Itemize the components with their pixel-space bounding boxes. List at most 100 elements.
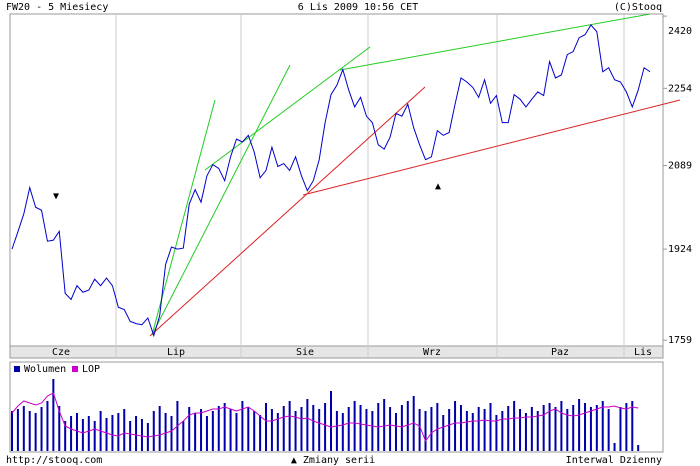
volume-bar (400, 405, 403, 451)
volume-bar (465, 411, 468, 451)
volume-bar (111, 415, 114, 451)
volume-bar (330, 391, 332, 451)
volume-bar (93, 421, 96, 451)
volume-bar (335, 411, 338, 451)
x-tick-label: Paz (551, 347, 569, 358)
volume-bar (625, 403, 628, 451)
volume-bar (164, 413, 167, 451)
legend-swatch (14, 366, 20, 372)
volume-bar (578, 399, 581, 451)
volume-bar (16, 409, 19, 451)
volume-bar (341, 413, 344, 451)
volume-bar (265, 403, 268, 451)
footer-url: http://stooq.com (6, 455, 102, 466)
volume-bar (40, 407, 43, 451)
volume-bar (135, 416, 138, 451)
legend-swatch (72, 366, 78, 372)
chart-title: FW20 - 5 Miesiecy (6, 2, 108, 13)
volume-bar (270, 409, 273, 451)
legend-label: LOP (82, 364, 100, 375)
month-separators (115, 14, 625, 358)
volume-bar (22, 406, 25, 451)
volume-bar (394, 413, 397, 451)
volume-bar (306, 399, 309, 451)
volume-bar (229, 409, 232, 451)
volume-bar (536, 411, 539, 451)
volume-bar (359, 405, 362, 451)
volume-bar (560, 401, 563, 451)
volume-bar (81, 419, 84, 451)
volume-bar (495, 415, 498, 451)
volume-bar (424, 411, 427, 451)
volume-bar (87, 416, 90, 451)
volume-bar (58, 406, 61, 451)
volume-bar (601, 401, 604, 451)
volume-bar (211, 411, 214, 451)
volume-bar (524, 413, 527, 451)
volume-bar (548, 403, 551, 451)
y-tick-label: 2420 (668, 26, 692, 37)
up-marker: ▲ (435, 181, 441, 192)
volume-bar (406, 401, 409, 451)
volume-frame (9, 361, 664, 453)
volume-bar (365, 409, 368, 451)
copyright: (C)Stooq (614, 2, 662, 13)
y-tick-label: 1924 (668, 244, 692, 255)
chart-date: 6 Lis 2009 10:56 CET (298, 2, 418, 13)
volume-bar (442, 415, 445, 451)
lop-line (11, 392, 639, 443)
volume-bar (613, 443, 616, 451)
volume-bar (75, 413, 78, 451)
volume-bar (312, 405, 315, 451)
volume-bar (223, 403, 226, 451)
red-trendlines (149, 86, 681, 337)
volume-bar (454, 401, 457, 451)
volume-bar (483, 409, 486, 451)
volume-bar (619, 407, 622, 451)
volume-bar (300, 407, 303, 451)
x-tick-label: Cze (52, 347, 70, 358)
volume-bar (471, 413, 474, 451)
volume-bar (383, 399, 386, 451)
volume-bar (140, 419, 143, 451)
volume-bar (200, 409, 203, 451)
volume-bar (589, 407, 592, 451)
volume-bar (34, 413, 37, 451)
volume-bar (448, 409, 451, 451)
legend-label: Wolumen (24, 364, 66, 375)
volume-bar (217, 406, 220, 451)
volume-bar (188, 407, 191, 451)
y-tick-label: 2254 (668, 83, 692, 94)
volume-bar (389, 407, 392, 451)
down-marker: ▼ (53, 191, 59, 202)
volume-bar (430, 407, 433, 451)
volume-bar (501, 411, 504, 451)
volume-bar (70, 416, 73, 451)
volume-bar (64, 421, 67, 451)
volume-bar (459, 405, 462, 451)
volume-bar (253, 411, 256, 451)
volume-bar (117, 413, 120, 451)
volume-bar (436, 403, 439, 451)
volume-bar (247, 407, 250, 451)
volume-bar (595, 405, 598, 451)
volume-bar (318, 409, 321, 451)
x-tick-label: Lip (167, 347, 185, 358)
footer-right: Interwal Dzienny (566, 455, 662, 466)
volume-bar (631, 401, 634, 451)
green-trendlines (151, 13, 651, 336)
volume-bar (123, 409, 126, 451)
volume-bar (194, 413, 197, 451)
volume-bar (347, 407, 350, 451)
volume-bar (607, 409, 610, 451)
volume-bar (28, 411, 31, 451)
volume-bar (566, 409, 569, 451)
volume-bar (554, 407, 557, 451)
y-tick-label: 2089 (668, 161, 692, 172)
volume-bar (477, 407, 480, 451)
volume-bar (637, 445, 640, 451)
volume-bar (513, 401, 516, 451)
volume-bar (584, 403, 587, 451)
